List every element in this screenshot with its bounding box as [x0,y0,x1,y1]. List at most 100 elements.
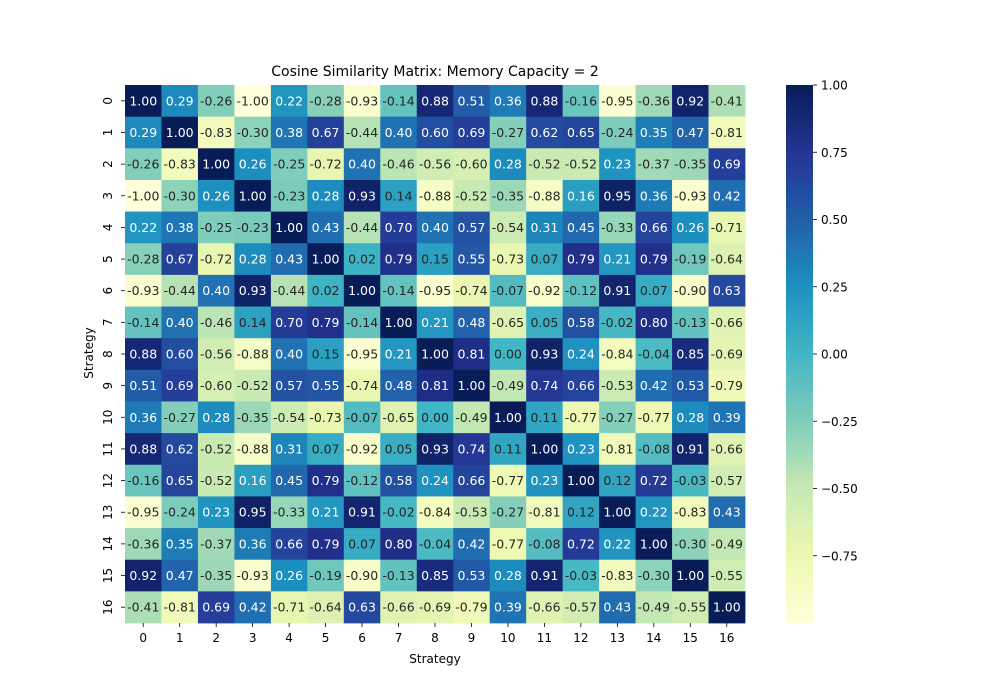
cell-value-label: -0.95 [601,93,633,108]
heatmap-cell [416,148,454,181]
cell-value-label: 0.29 [166,93,194,108]
cell-value-label: 0.80 [640,315,668,330]
heatmap-cell [453,464,491,497]
cell-value-label: 0.07 [312,441,340,456]
cell-value-label: -0.88 [528,188,560,203]
cell-value-label: 0.43 [713,505,741,520]
heatmap-cell [307,496,345,529]
heatmap-cell [562,401,600,434]
heatmap-cell [343,116,381,149]
x-tick-label: 13 [610,631,625,645]
heatmap-cell [307,369,345,402]
cell-value-label: -0.55 [711,568,743,583]
heatmap-cell [125,85,162,118]
heatmap-cell [343,464,381,497]
heatmap-cell [489,591,527,624]
cell-value-label: 0.53 [458,568,486,583]
colorbar-tick-label: −0.50 [821,482,858,496]
x-tick-label: 9 [468,631,476,645]
heatmap-cell [270,243,308,276]
cell-value-label: 0.43 [603,600,631,615]
heatmap-cell [343,528,381,561]
cell-value-label: 0.36 [239,536,267,551]
heatmap-cell [489,243,527,276]
cell-value-label: 0.85 [421,568,449,583]
cell-value-label: -0.54 [273,410,305,425]
heatmap-cell [197,85,235,118]
heatmap-cell [453,179,491,212]
heatmap-cell [526,369,564,402]
heatmap-cell [125,274,162,307]
cell-value-label: 0.26 [202,188,230,203]
cell-value-label: -0.64 [711,252,743,267]
cell-value-label: 0.95 [239,505,267,520]
cell-value-label: 0.35 [640,125,668,140]
y-tick-label: 8 [101,350,115,358]
cell-value-label: 0.12 [603,473,631,488]
heatmap-cell [599,211,636,244]
cell-value-label: -0.33 [601,220,633,235]
cell-value-label: 0.39 [713,410,741,425]
cell-value-label: -0.49 [455,410,487,425]
cell-value-label: 0.57 [458,220,486,235]
cell-value-label: -0.27 [492,505,524,520]
heatmap-cell [161,148,199,181]
cell-value-label: -0.88 [236,441,268,456]
cell-value-label: 0.26 [676,220,704,235]
cell-value-label: -0.83 [674,505,706,520]
cell-value-label: 1.00 [312,252,340,267]
heatmap-cell [708,369,746,402]
heatmap-cell [380,464,418,497]
cell-value-label: -0.57 [565,600,597,615]
heatmap-cell [635,274,673,307]
cell-value-label: 0.21 [603,252,631,267]
heatmap-cell [672,369,709,402]
cell-value-label: -0.19 [674,252,706,267]
cell-value-label: -0.03 [674,473,706,488]
y-tick-label: 3 [101,192,115,200]
heatmap-cell [380,496,418,529]
cell-value-label: -0.24 [601,125,633,140]
cell-value-label: -0.65 [492,315,524,330]
heatmap-cell [672,243,709,276]
cell-value-label: -0.08 [528,536,560,551]
heatmap-cell [270,179,308,212]
cell-value-label: -0.36 [127,536,159,551]
cell-value-label: 0.15 [312,347,340,362]
heatmap-cell [526,591,564,624]
cell-value-label: 0.05 [530,315,558,330]
cell-value-label: -0.92 [346,441,378,456]
heatmap-cell [307,85,345,118]
heatmap-cell [125,148,162,181]
cell-value-label: 0.28 [202,410,230,425]
cell-value-label: 0.51 [129,378,157,393]
cell-value-label: 0.15 [421,252,449,267]
heatmap-cell [307,464,345,497]
cell-value-label: -0.95 [419,283,451,298]
heatmap-cell [307,211,345,244]
heatmap-cell [270,559,308,592]
cell-value-label: -0.12 [565,283,597,298]
cell-value-label: -0.56 [419,157,451,172]
heatmap-cell [343,179,381,212]
cell-value-label: 0.55 [312,378,340,393]
heatmap-cell [307,401,345,434]
heatmap-cell [453,433,491,466]
cell-value-label: -0.72 [200,252,232,267]
heatmap-cell [270,306,308,339]
heatmap-cell [380,211,418,244]
y-tick-label: 0 [101,97,115,105]
heatmap-cell [125,528,162,561]
cell-value-label: 0.28 [312,188,340,203]
heatmap-cell [197,306,235,339]
cell-value-label: 1.00 [603,505,631,520]
cell-value-label: 0.60 [421,125,449,140]
cell-value-label: 0.79 [385,252,413,267]
heatmap-cell [526,274,564,307]
cell-value-label: -0.03 [565,568,597,583]
cell-value-label: 0.00 [494,347,522,362]
x-tick-label: 11 [537,631,552,645]
heatmap-cell [562,369,600,402]
heatmap-cell [562,306,600,339]
